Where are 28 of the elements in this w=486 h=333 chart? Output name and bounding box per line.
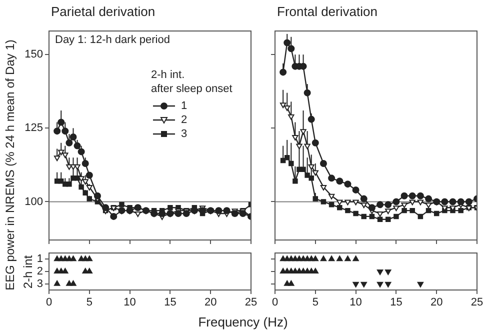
legend-label: 3 [181, 127, 188, 141]
x-tick-label: 15 [164, 296, 176, 309]
x-tick-label: 10 [350, 296, 362, 309]
chart-title: Parietal derivation [51, 4, 156, 19]
legend-title: 2-h int. after sleep onset [151, 68, 232, 96]
legend-label: 1 [181, 99, 188, 113]
y-axis-title: 2-h int [21, 255, 35, 289]
x-tick-label: 0 [272, 296, 278, 309]
y-tick-label: 3 [36, 278, 43, 290]
y-tick-label: 2 [36, 266, 43, 278]
x-tick-label: 25 [244, 296, 258, 309]
y-tick-label: 150 [24, 48, 43, 61]
x-tick-label: 25 [470, 296, 484, 309]
chart-title: Frontal derivation [277, 4, 378, 19]
y-tick-label: 125 [24, 122, 43, 134]
x-tick-label: 5 [86, 296, 92, 309]
legend-label: 2 [181, 113, 188, 127]
x-tick-label: 10 [124, 296, 136, 309]
y-axis-title: EEG power in NREMS (% 24 h mean of Day 1) [3, 40, 17, 290]
x-tick-label: 0 [46, 296, 52, 309]
x-tick-label: 15 [390, 296, 402, 309]
x-tick-label: 5 [312, 296, 318, 309]
x-axis-title: Frequency (Hz) [198, 314, 288, 330]
x-tick-label: 20 [204, 296, 217, 309]
x-tick-label: 20 [430, 296, 443, 309]
y-tick-label: 1 [36, 253, 43, 266]
annotation: Day 1: 12-h dark period [55, 34, 170, 46]
y-tick-label: 100 [24, 196, 43, 208]
